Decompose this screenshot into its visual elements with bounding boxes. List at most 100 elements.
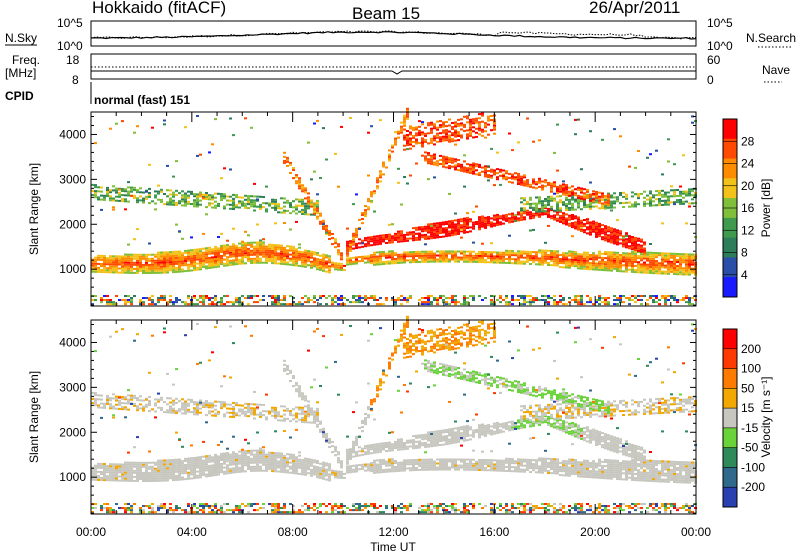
velocity-cell xyxy=(181,404,184,407)
power-cell xyxy=(640,250,643,253)
power-cell xyxy=(295,260,298,263)
power-cell xyxy=(538,181,541,184)
power-cell xyxy=(322,225,325,228)
power-cell xyxy=(670,189,673,192)
power-cell xyxy=(109,255,112,258)
power-cell xyxy=(130,263,133,266)
power-cell xyxy=(514,258,517,261)
power-cell xyxy=(451,134,454,137)
power-cell xyxy=(148,202,151,205)
power-cell xyxy=(313,251,316,254)
power-cell xyxy=(160,190,163,193)
power-cell xyxy=(283,251,286,254)
power-cell xyxy=(409,147,412,150)
velocity-cell xyxy=(178,470,181,473)
power-cell xyxy=(379,263,382,266)
power-cell xyxy=(622,245,625,248)
power-cell xyxy=(556,123,559,126)
power-cell xyxy=(523,182,526,185)
power-cell xyxy=(628,245,631,248)
power-cell xyxy=(658,202,661,205)
power-cell xyxy=(148,272,151,275)
power-cell xyxy=(463,168,466,171)
velocity-cell xyxy=(154,410,157,413)
velocity-cell xyxy=(199,476,202,479)
velocity-cell xyxy=(208,402,211,405)
power-cell xyxy=(319,220,322,223)
power-cell xyxy=(454,301,457,304)
power-cell xyxy=(412,141,415,144)
power-cell xyxy=(655,262,658,265)
velocity-cell xyxy=(226,454,229,457)
power-cell xyxy=(622,191,625,194)
power-cell xyxy=(403,259,406,262)
power-cell xyxy=(256,301,259,304)
power-cell xyxy=(352,247,355,250)
velocity-cell xyxy=(169,503,172,506)
velocity-cell xyxy=(217,457,220,460)
power-cell xyxy=(253,199,256,202)
velocity-cell xyxy=(208,470,211,473)
power-cell xyxy=(403,122,406,125)
power-cell xyxy=(334,262,337,265)
power-cell xyxy=(376,241,379,244)
velocity-cell xyxy=(127,509,130,512)
velocity-cell xyxy=(175,466,178,469)
power-cell xyxy=(601,207,604,210)
power-cell xyxy=(487,176,490,179)
velocity-cell xyxy=(181,402,184,405)
power-cell xyxy=(667,295,670,298)
power-cell xyxy=(454,168,457,171)
power-cell xyxy=(196,256,199,259)
power-cell xyxy=(298,303,301,306)
power-cell xyxy=(214,204,217,207)
power-cell xyxy=(313,259,316,262)
power-cell xyxy=(211,252,214,255)
power-cell xyxy=(319,262,322,265)
velocity-cell xyxy=(178,474,181,477)
power-cell xyxy=(499,297,502,300)
power-cell xyxy=(226,239,229,242)
power-cell xyxy=(574,265,577,268)
power-cell xyxy=(451,295,454,298)
power-cell xyxy=(292,206,295,209)
power-cell xyxy=(631,244,634,247)
power-cell xyxy=(397,167,400,170)
power-cell xyxy=(433,153,436,156)
power-cell xyxy=(385,256,388,259)
velocity-cell xyxy=(235,455,238,458)
power-cell xyxy=(583,192,586,195)
velocity-cell xyxy=(172,411,175,414)
power-cell xyxy=(538,185,541,188)
power-cell xyxy=(193,205,196,208)
power-cell xyxy=(415,126,418,129)
power-cell xyxy=(568,254,571,257)
power-cell xyxy=(400,238,403,241)
power-cell xyxy=(286,160,289,163)
power-cell xyxy=(562,212,565,215)
power-cell xyxy=(532,301,535,304)
power-cell xyxy=(364,245,367,248)
power-cell xyxy=(556,301,559,304)
power-cell xyxy=(394,301,397,304)
power-cell xyxy=(196,258,199,261)
power-cell xyxy=(334,242,337,245)
power-cell xyxy=(427,297,430,300)
power-cell xyxy=(214,264,217,267)
power-cell xyxy=(550,188,553,191)
power-cell xyxy=(586,261,589,264)
power-cell xyxy=(562,180,565,183)
power-cell xyxy=(181,200,184,203)
power-cell xyxy=(478,295,481,298)
power-cell xyxy=(571,193,574,196)
velocity-cell xyxy=(151,461,154,464)
power-cell xyxy=(466,129,469,132)
power-cell xyxy=(658,254,661,257)
power-cell xyxy=(466,212,469,215)
velocity-cell xyxy=(142,407,145,410)
velocity-cell xyxy=(235,465,238,468)
power-cell xyxy=(502,261,505,264)
power-cell xyxy=(166,201,169,204)
velocity-cell xyxy=(190,469,193,472)
velocity-cell xyxy=(157,463,160,466)
